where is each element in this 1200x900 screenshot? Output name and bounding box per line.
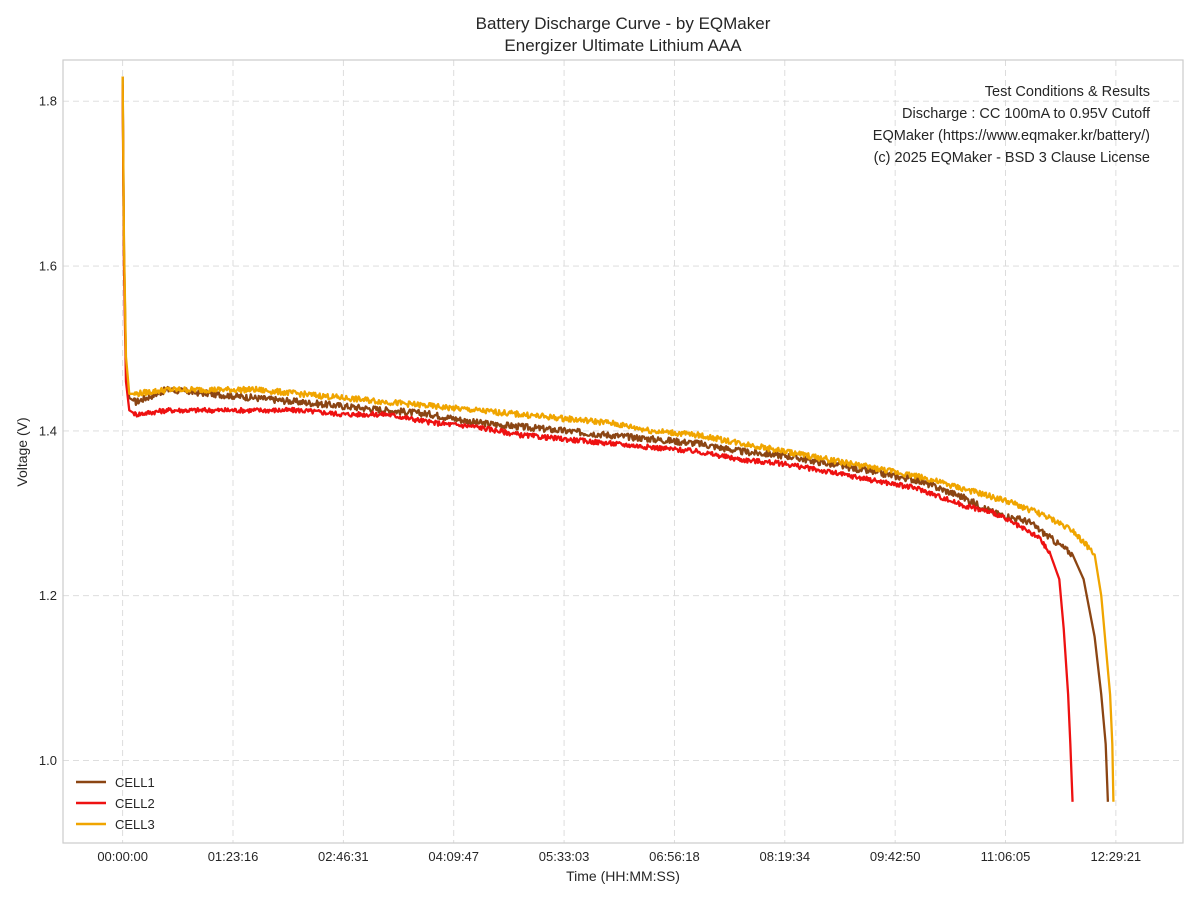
series-line-cell1 (121, 76, 1110, 802)
y-tick-label: 1.8 (39, 94, 57, 109)
y-tick-label: 1.0 (39, 753, 57, 768)
y-tick-label: 1.4 (39, 423, 57, 438)
plot-frame (62, 59, 1184, 844)
x-tick-label: 04:09:47 (428, 849, 479, 864)
x-tick-label: 11:06:05 (981, 849, 1031, 864)
x-tick-label: 00:00:00 (97, 849, 148, 864)
x-tick-label: 08:19:34 (759, 849, 810, 864)
x-tick-label: 01:23:16 (208, 849, 259, 864)
series-layer (121, 76, 1115, 802)
legend-label-cell1: CELL1 (115, 775, 155, 790)
series-line-cell2 (121, 84, 1074, 802)
x-tick-label: 05:33:03 (539, 849, 590, 864)
x-tick-label: 06:56:18 (649, 849, 700, 864)
x-axis-label: Time (HH:MM:SS) (566, 868, 680, 884)
info-line-license: (c) 2025 EQMaker - BSD 3 Clause License (874, 150, 1150, 166)
x-tick-label: 12:29:21 (1091, 849, 1142, 864)
info-line-title: Test Conditions & Results (985, 84, 1150, 100)
y-axis-label: Voltage (V) (14, 417, 30, 486)
y-tick-label: 1.6 (39, 259, 57, 274)
y-tick-label: 1.2 (39, 588, 57, 603)
x-tick-label: 09:42:50 (870, 849, 921, 864)
info-box: Test Conditions & Results Discharge : CC… (873, 84, 1151, 166)
info-line-discharge: Discharge : CC 100mA to 0.95V Cutoff (902, 106, 1151, 122)
tick-labels: 00:00:00 01:23:16 02:46:31 04:09:47 05:33:03… (39, 94, 1141, 864)
grid (63, 60, 1183, 843)
chart-title: Battery Discharge Curve - by EQMaker (476, 14, 771, 33)
legend: CELL1 CELL2 CELL3 (76, 775, 155, 832)
info-line-source: EQMaker (https://www.eqmaker.kr/battery/… (873, 128, 1150, 144)
x-tick-label: 02:46:31 (318, 849, 369, 864)
series-line-cell3 (121, 76, 1115, 802)
legend-label-cell2: CELL2 (115, 796, 155, 811)
chart-subtitle: Energizer Ultimate Lithium AAA (504, 36, 742, 55)
legend-label-cell3: CELL3 (115, 817, 155, 832)
